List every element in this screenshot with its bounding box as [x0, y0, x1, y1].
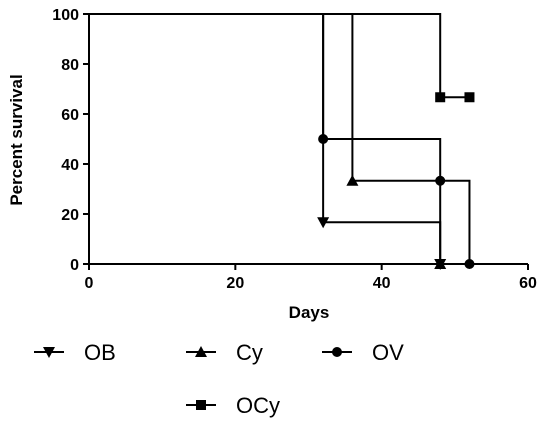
- y-tick-label-100: 100: [52, 7, 79, 24]
- data-point-ob-0: [317, 217, 330, 229]
- series-line-ov: [89, 13, 471, 264]
- legend-item-ocy: OCy: [186, 393, 280, 418]
- series-line-ocy: [89, 13, 470, 99]
- x-tick-label-40: 40: [373, 275, 391, 292]
- y-tick-label-20: 20: [61, 207, 79, 224]
- data-point-ov-0: [318, 134, 329, 144]
- x-tick-label-60: 60: [519, 275, 537, 292]
- series-ov: [89, 13, 475, 269]
- x-tick-label-20: 20: [226, 275, 244, 292]
- legend-item-ob: OB: [34, 340, 116, 365]
- legend-item-ov: OV: [322, 340, 404, 365]
- series-cy: [89, 13, 447, 269]
- legend-label-cy: Cy: [236, 340, 263, 365]
- legend: OB Cy OV OCy: [34, 340, 404, 418]
- series-ocy: [89, 13, 475, 103]
- legend-label-ov: OV: [372, 340, 404, 365]
- y-tick-label-60: 60: [61, 107, 79, 124]
- data-point-ov-1: [435, 175, 446, 186]
- legend-label-ocy: OCy: [236, 393, 280, 418]
- series-ob: [89, 13, 447, 270]
- series-layer: [89, 13, 475, 270]
- data-point-cy-0: [346, 174, 359, 186]
- axes: 0 20 40 60 80 100 0 20 40 60: [52, 7, 537, 292]
- y-tick-label-40: 40: [61, 157, 79, 174]
- y-axis-title: Percent survival: [7, 74, 26, 205]
- x-axis-title: Days: [289, 303, 330, 322]
- y-tick-label-0: 0: [70, 257, 79, 274]
- y-tick-label-80: 80: [61, 57, 79, 74]
- legend-item-cy: Cy: [186, 340, 263, 365]
- legend-marker-ob: [43, 347, 55, 358]
- data-point-ocy-0: [435, 92, 446, 103]
- data-point-ocy-1: [464, 92, 475, 103]
- x-tick-label-0: 0: [85, 275, 94, 292]
- legend-label-ob: OB: [84, 340, 116, 365]
- legend-marker-cy: [195, 346, 207, 357]
- legend-marker-ov: [332, 347, 342, 357]
- legend-marker-ocy: [196, 400, 206, 410]
